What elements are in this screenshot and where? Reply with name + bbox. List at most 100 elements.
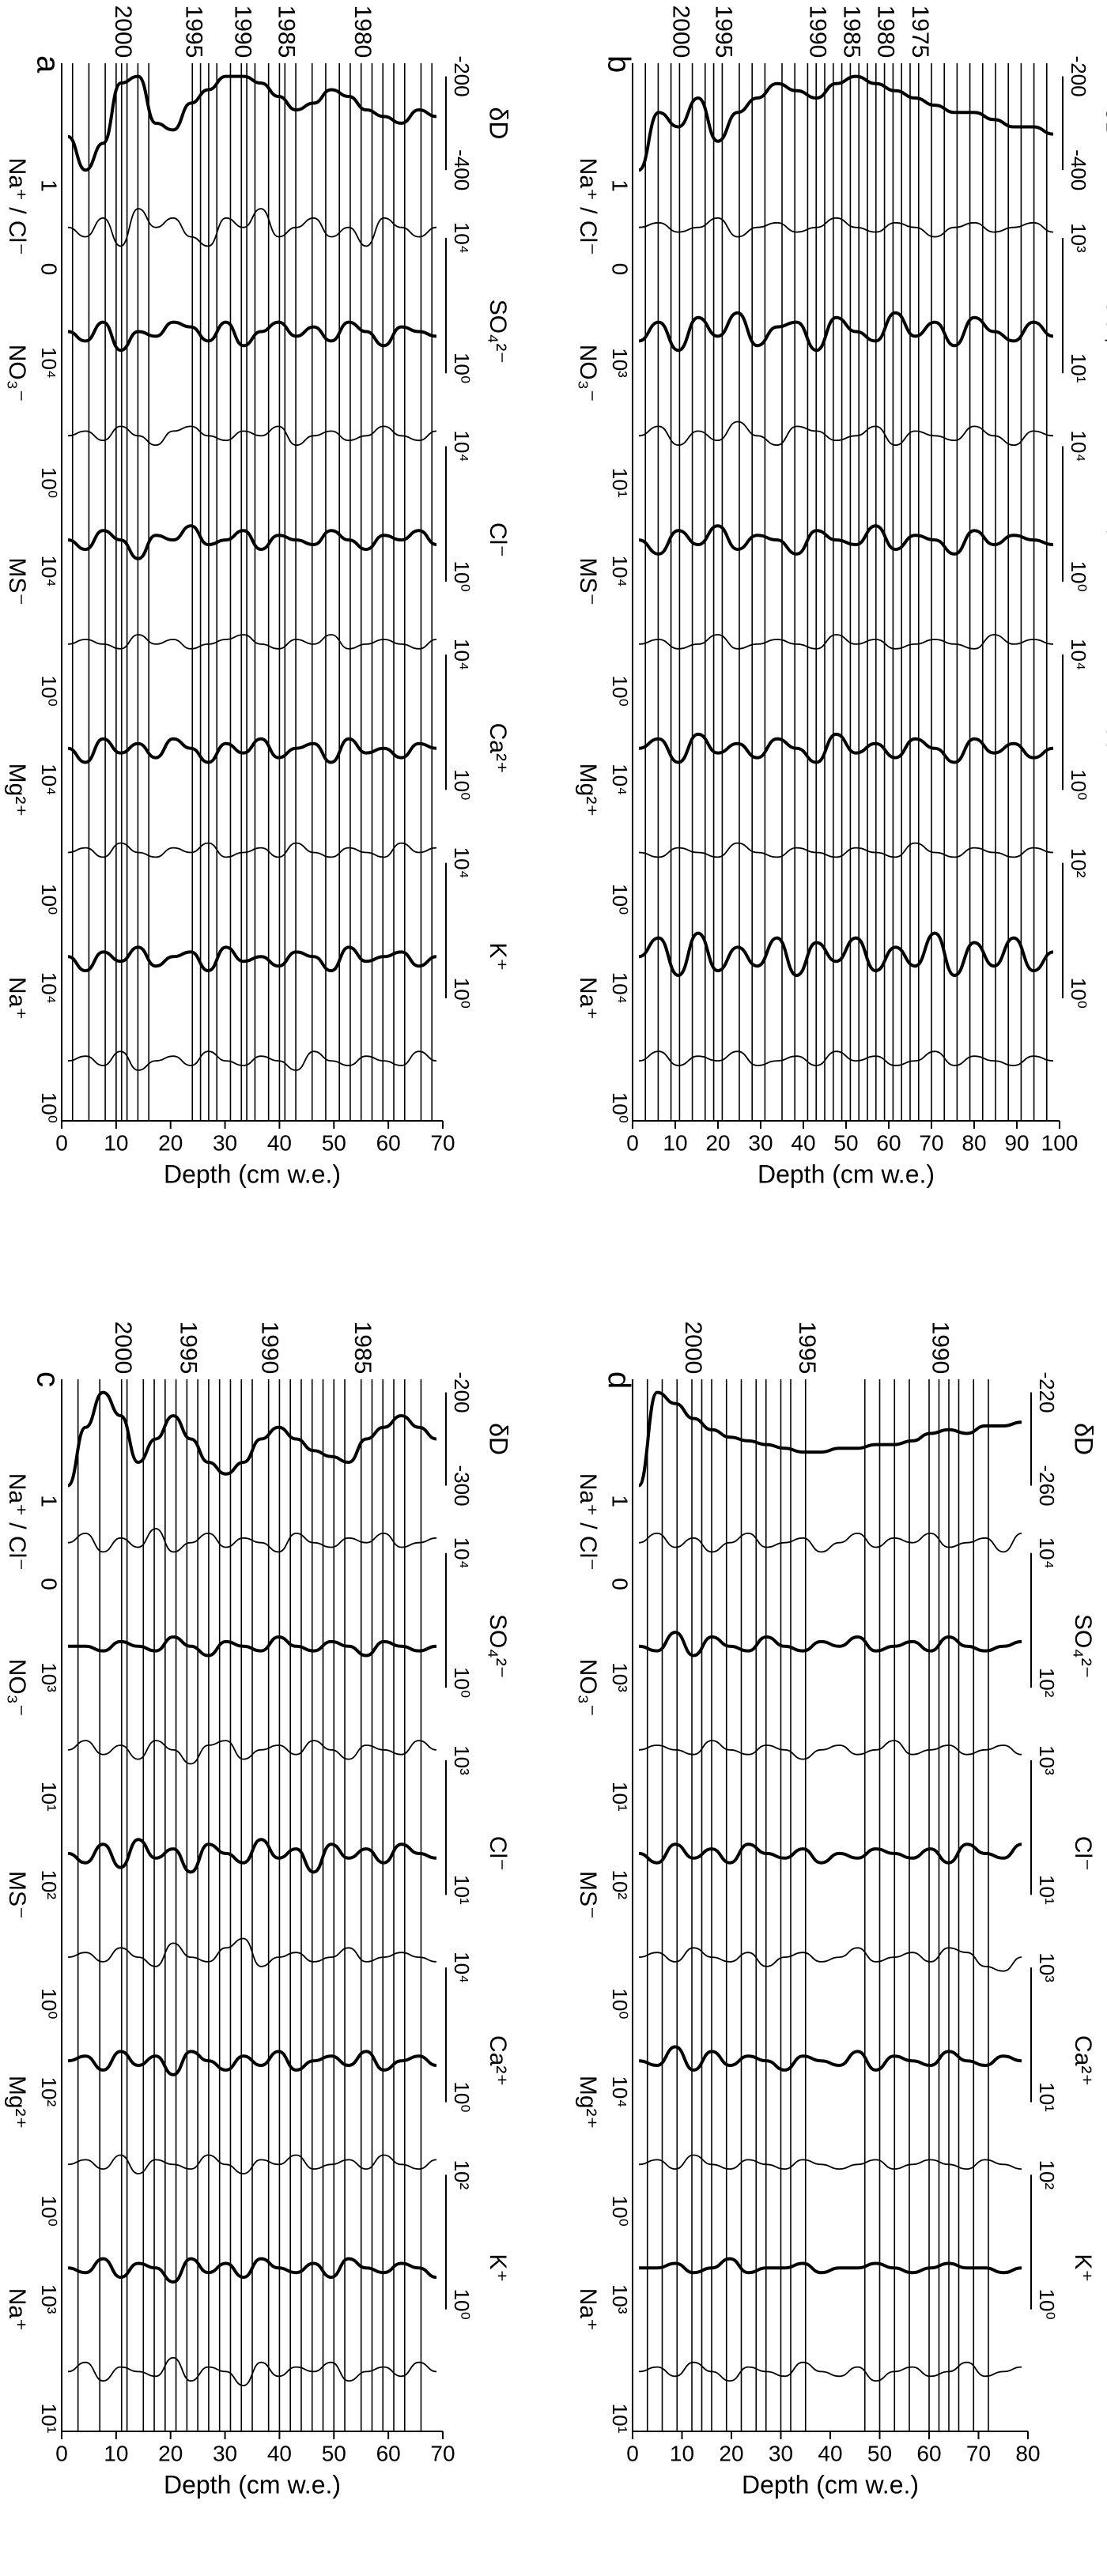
- series-line-5: [67, 634, 437, 650]
- x-tick-label: 60: [376, 2441, 401, 2465]
- species-label-left: NO₃⁻: [4, 1659, 30, 1717]
- x-tick-label: 70: [430, 1130, 455, 1155]
- series-line-1: [67, 208, 437, 247]
- x-tick-label: 80: [1015, 2441, 1040, 2465]
- species-label-left: Mg²⁺: [4, 764, 30, 817]
- series-line-0: [637, 1390, 1022, 1488]
- series-line-3: [67, 1740, 437, 1765]
- ratio-tick-top: 1: [608, 1495, 633, 1507]
- x-axis-title: Depth (cm w.e.): [164, 2470, 341, 2499]
- species-label-left: Na⁺: [4, 977, 30, 1020]
- species-label-right: SO₄²⁻: [1070, 1614, 1096, 1678]
- tick-label-left: 10²: [608, 1869, 632, 1899]
- series-line-1: [638, 217, 1054, 238]
- tick-label-right: 10²: [1067, 848, 1090, 878]
- panel-label: b: [601, 55, 636, 73]
- ratio-tick-bottom: 0: [37, 1578, 62, 1590]
- tick-label-right: 10⁰: [450, 353, 474, 383]
- tick-label-left: 10¹: [608, 2404, 632, 2434]
- ratio-tick-top: 1: [37, 1495, 62, 1507]
- tick-label-right: 10³: [1035, 1745, 1059, 1775]
- series-line-0: [637, 74, 1054, 172]
- series-line-5: [67, 1937, 437, 1967]
- isotope-label: δD: [1101, 107, 1107, 139]
- ratio-label: Na⁺ / Cl⁻: [4, 158, 30, 255]
- x-tick-label: 50: [322, 1130, 346, 1155]
- series-line-8: [67, 2257, 437, 2284]
- tick-label-right: 10⁰: [450, 978, 474, 1009]
- series-line-1: [638, 1532, 1022, 1553]
- tick-label-left: 10⁴: [37, 764, 61, 795]
- series-line-7: [638, 842, 1054, 858]
- tick-label-left: 10⁰: [608, 1092, 632, 1123]
- tick-label-right: 10⁰: [1035, 2289, 1059, 2320]
- species-label-right: SO₄²⁻: [485, 1614, 511, 1678]
- x-tick-label: 60: [916, 2441, 941, 2465]
- tick-label-right: 10⁰: [1067, 561, 1090, 592]
- species-label-left: NO₃⁻: [575, 1659, 601, 1717]
- species-label-right: K⁺: [485, 2254, 511, 2282]
- series-line-9: [638, 2361, 1022, 2382]
- species-label-left: Na⁺: [575, 2288, 601, 2331]
- year-label: 1995: [794, 1322, 820, 1375]
- tick-label-left: 10²: [37, 1869, 61, 1899]
- isotope-tick-top: -200: [450, 56, 474, 97]
- tick-label-right: 10⁴: [1035, 1537, 1059, 1569]
- tick-label-left: 10¹: [37, 2404, 61, 2434]
- tick-label-left: 10³: [608, 348, 632, 378]
- x-tick-label: 30: [213, 1130, 237, 1155]
- x-tick-label: 80: [962, 1130, 986, 1155]
- species-label-left: Mg²⁺: [575, 2076, 601, 2129]
- isotope-tick-bottom: -400: [1067, 149, 1090, 190]
- isotope-tick-top: -220: [1035, 1372, 1059, 1413]
- tick-label-right: 10⁰: [450, 561, 474, 592]
- tick-label-right: 10⁴: [450, 430, 474, 462]
- species-label-left: MS⁻: [575, 557, 601, 605]
- tick-label-left: 10³: [37, 1662, 61, 1692]
- tick-label-left: 10⁰: [608, 2196, 632, 2227]
- tick-label-right: 10⁴: [450, 847, 474, 879]
- tick-label-right: 10¹: [1035, 1875, 1059, 1905]
- year-label: 1995: [710, 6, 736, 58]
- species-label-left: MS⁻: [575, 1871, 601, 1919]
- ratio-tick-top: 1: [37, 179, 62, 192]
- ratio-label: Na⁺ / Cl⁻: [575, 158, 601, 255]
- species-label-right: Ca²⁺: [485, 723, 511, 774]
- isotope-label: δD: [1070, 1423, 1098, 1455]
- x-tick-label: 30: [213, 2441, 237, 2465]
- tick-label-right: 10⁰: [450, 2289, 474, 2320]
- year-label: 2000: [110, 6, 136, 58]
- series-line-6: [638, 732, 1054, 764]
- ratio-label: Na⁺ / Cl⁻: [575, 1473, 601, 1571]
- series-line-5: [638, 634, 1054, 650]
- tick-label-right: 10⁴: [450, 222, 474, 254]
- x-axis-title: Depth (cm w.e.): [758, 1160, 935, 1188]
- year-label: 1990: [804, 6, 830, 58]
- tick-label-left: 10³: [608, 2284, 632, 2314]
- x-tick-label: 50: [833, 1130, 858, 1155]
- tick-label-right: 10⁰: [450, 769, 474, 800]
- species-label-left: MS⁻: [4, 1871, 30, 1919]
- tick-label-right: 10⁰: [450, 2081, 474, 2112]
- series-line-0: [66, 1390, 437, 1488]
- tick-label-right: 10²: [1035, 1668, 1059, 1698]
- series-line-7: [67, 2154, 437, 2174]
- tick-label-right: 10³: [1067, 223, 1090, 253]
- x-tick-label: 30: [748, 1130, 773, 1155]
- tick-label-left: 10⁴: [37, 347, 61, 379]
- tick-label-left: 10⁴: [37, 556, 61, 587]
- tick-label-left: 10⁴: [608, 556, 632, 587]
- tick-label-right: 10³: [450, 1745, 474, 1775]
- isotope-tick-top: -200: [450, 1372, 474, 1413]
- series-line-5: [638, 1947, 1022, 1972]
- x-tick-label: 70: [919, 1130, 943, 1155]
- year-label: 1980: [873, 6, 899, 58]
- x-tick-label: 20: [158, 2441, 183, 2465]
- species-label-right: SO₄²⁻: [485, 300, 511, 364]
- series-line-3: [638, 421, 1054, 447]
- species-label-left: Mg²⁺: [575, 764, 601, 817]
- tick-label-right: 10¹: [1067, 353, 1090, 383]
